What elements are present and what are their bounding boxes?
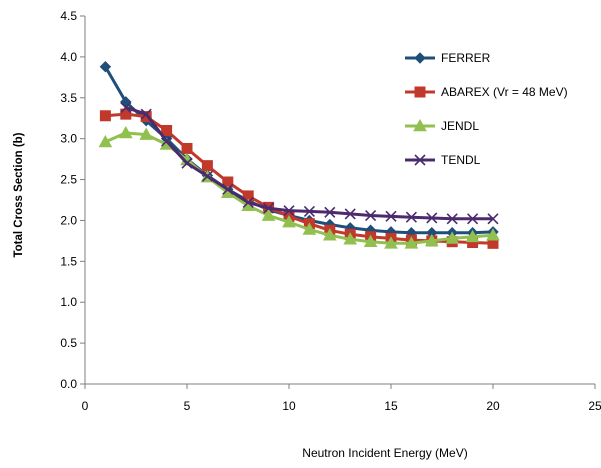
data-point [99,60,112,73]
data-point [384,236,398,249]
x-tick-label: 20 [486,399,500,413]
data-point [181,157,193,169]
data-point [242,196,254,209]
series-line [125,106,493,221]
data-point [261,208,276,221]
y-tick-label: 2.5 [60,173,77,187]
x-tick-label: 15 [384,399,398,413]
legend-marker [414,154,426,166]
data-point [446,213,458,225]
data-point [139,127,154,140]
legend-label: ABAREX (Vr = 48 MeV) [441,85,568,99]
data-point [467,213,479,225]
legend-item: ABAREX (Vr = 48 MeV) [405,85,568,99]
y-tick-label: 0.5 [60,336,77,350]
data-point [426,212,438,224]
y-tick-label: 1.5 [60,254,77,268]
y-tick-label: 0.0 [60,377,77,391]
data-point [343,232,358,245]
y-tick-label: 3.0 [60,132,77,146]
legend-label: TENDL [441,153,481,167]
data-point [404,236,419,249]
y-ticks: 0.0 0.5 1.0 1.5 2.0 2.5 3.0 3.5 4.0 4.5 [60,9,85,391]
legend-label: FERRER [441,51,491,65]
data-point [161,135,173,147]
legend-item: TENDL [405,153,481,167]
data-point [303,205,315,218]
y-tick-label: 4.5 [60,9,77,23]
data-point [405,211,417,223]
x-tick-label: 10 [282,399,296,413]
data-point [365,209,377,222]
data-point [98,134,113,148]
legend-label: JENDL [441,119,479,133]
axes [84,16,595,385]
data-point [181,142,193,154]
data-point [486,228,500,241]
data-point [322,228,337,241]
series-jendl [98,125,500,249]
series-group [98,60,500,249]
data-point [120,102,132,114]
series-tendl [120,102,499,225]
data-point [283,205,295,217]
x-ticks: 0 5 10 15 20 25 [82,384,601,413]
data-point [99,110,111,122]
y-tick-label: 3.5 [60,91,77,105]
data-point [424,233,439,247]
data-point [487,213,499,225]
x-tick-label: 0 [82,399,89,413]
data-point [263,202,275,214]
data-point [161,124,173,136]
y-tick-label: 1.0 [60,295,77,309]
data-point [445,231,460,244]
y-tick-label: 4.0 [60,50,77,64]
data-point [118,125,133,139]
x-tick-label: 25 [588,399,601,413]
data-point [344,208,356,220]
legend-item: JENDL [405,118,479,133]
data-point [302,222,317,235]
x-tick-label: 5 [184,399,191,413]
data-point [140,108,152,120]
data-point [324,206,336,218]
legend-marker [414,86,426,98]
data-point [465,229,480,243]
data-point [222,183,234,195]
data-point [201,170,213,182]
data-point [385,210,397,222]
y-tick-label: 2.0 [60,213,77,227]
data-point [201,160,213,172]
data-point [363,234,378,248]
legend-marker [414,52,426,64]
legend-item: FERRER [405,51,491,65]
y-axis-title: Total Cross Section (b) [13,132,25,257]
x-axis-title: Neutron Incident Energy (MeV) [302,446,467,460]
legend-marker [413,118,427,132]
legend: FERRER ABAREX (Vr = 48 MeV) JENDL TENDL [405,51,568,167]
data-point [282,215,296,228]
